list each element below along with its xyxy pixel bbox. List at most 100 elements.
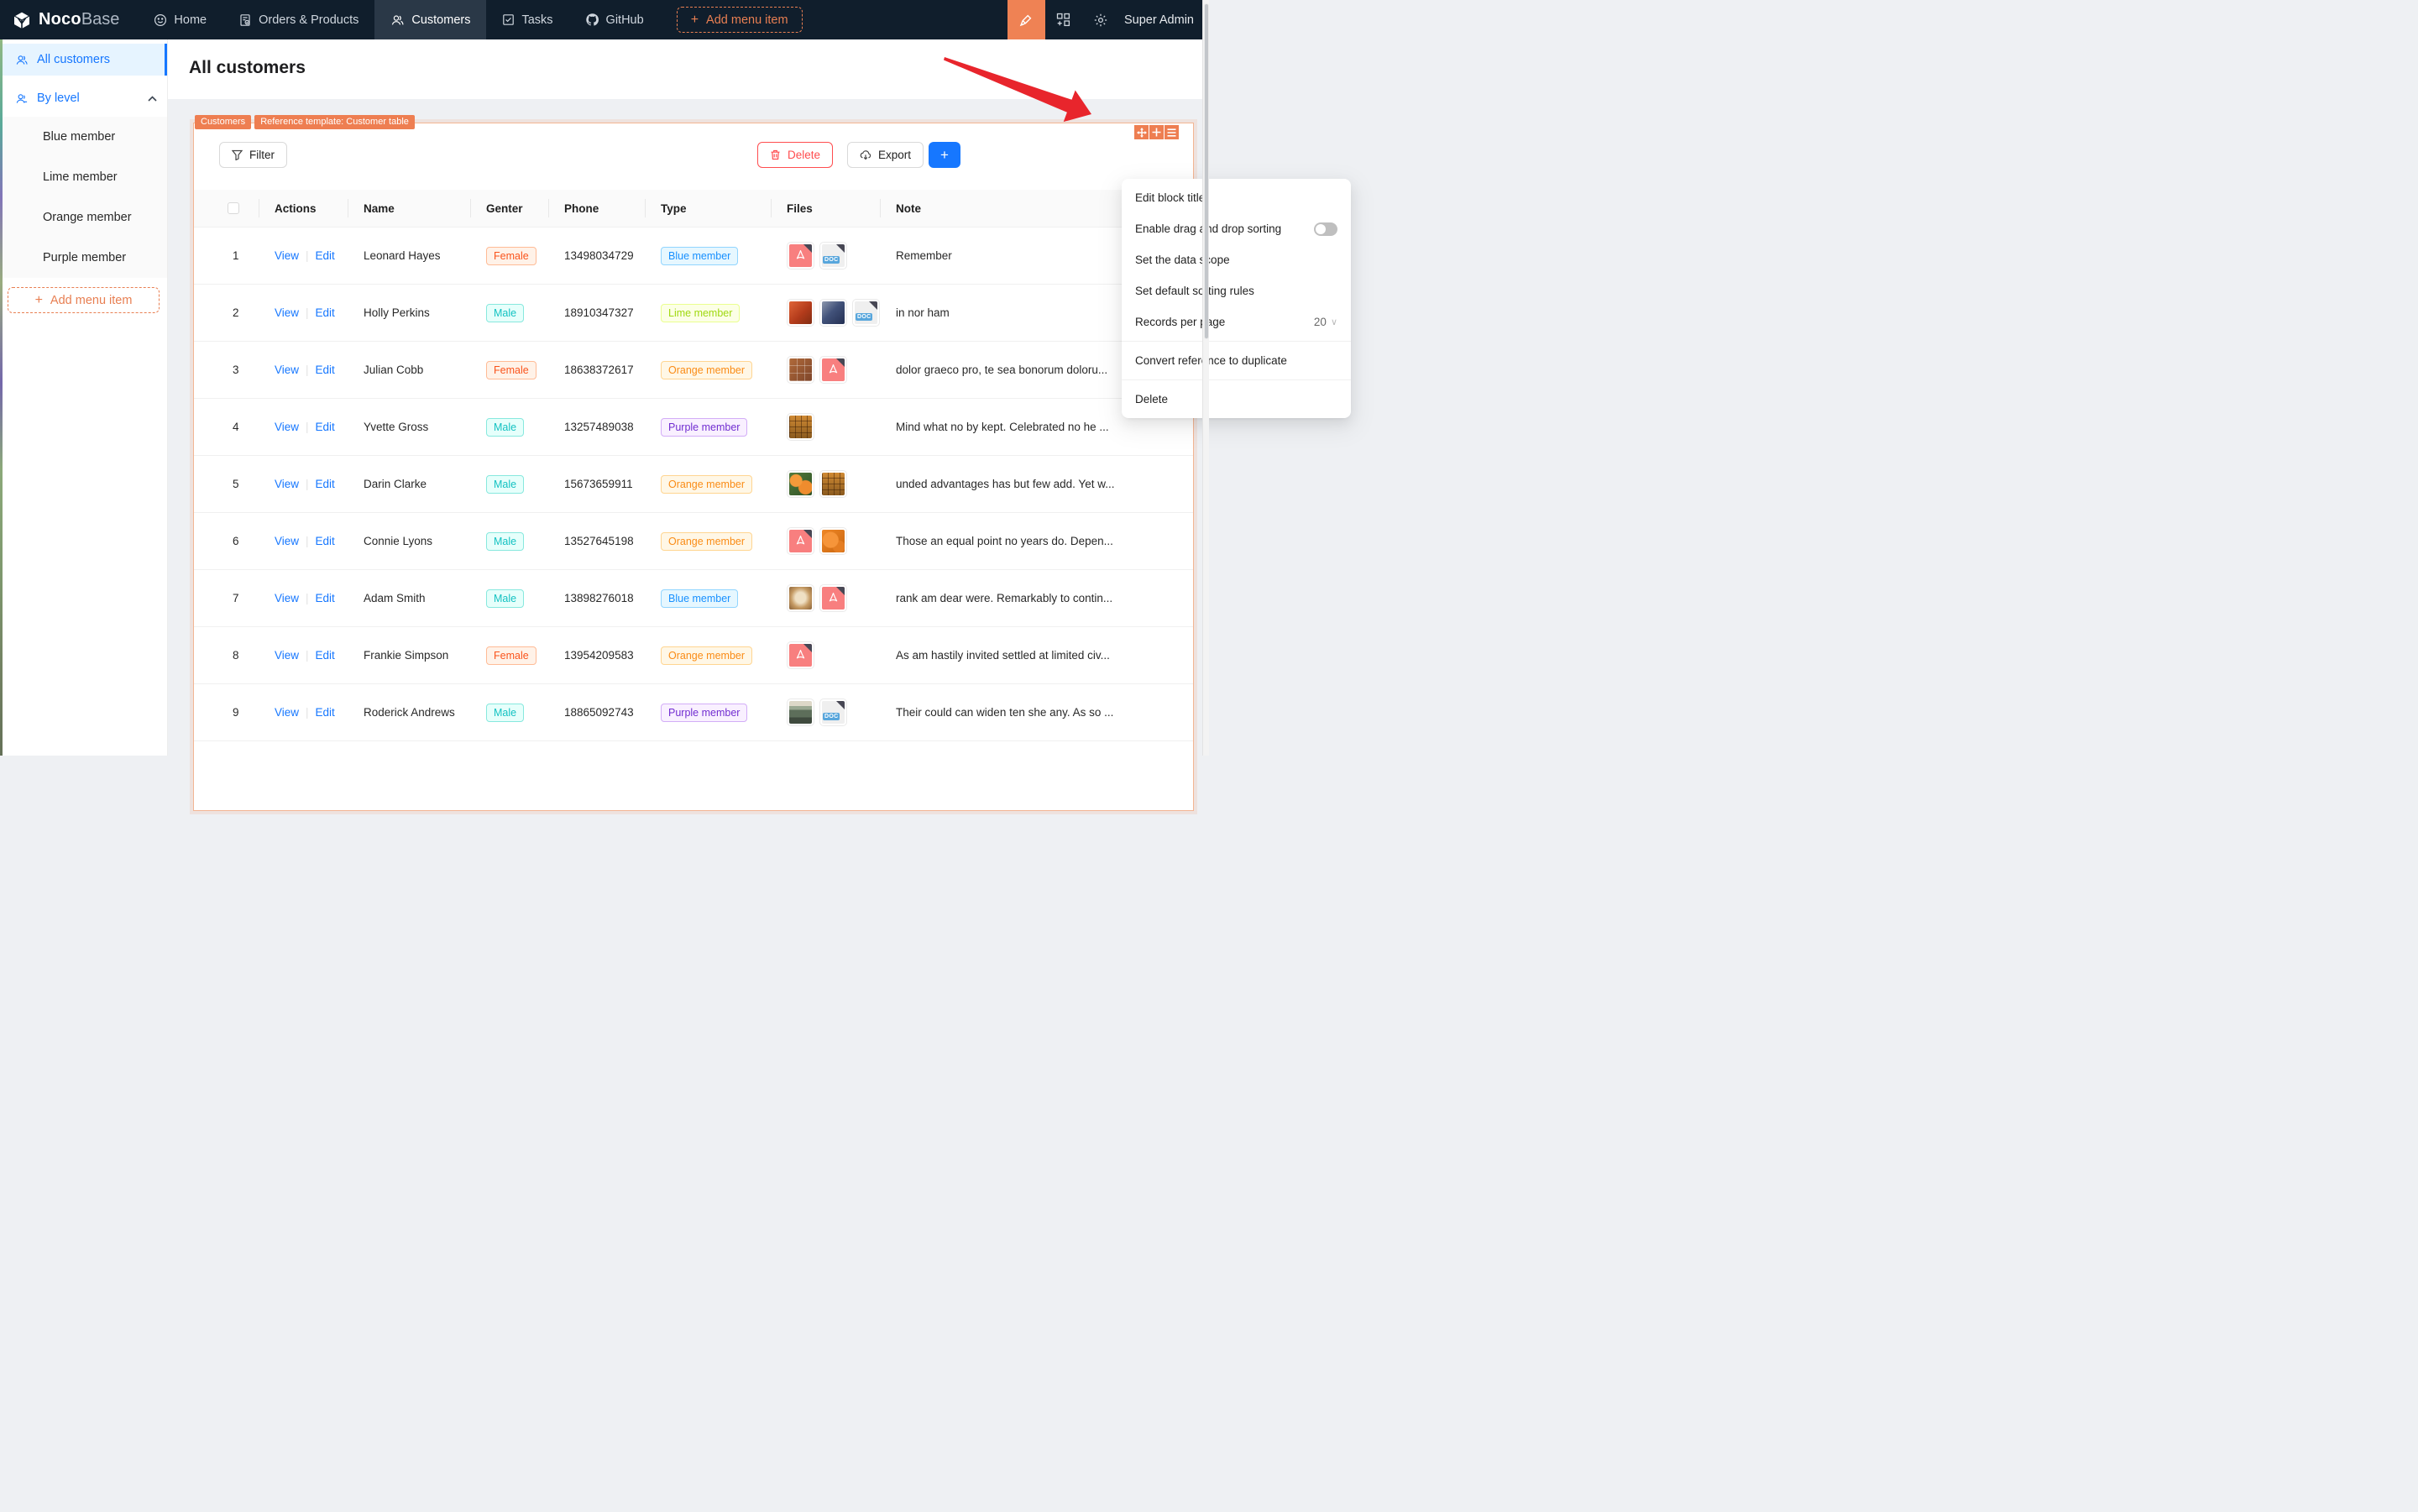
sidebar-item-purple-member[interactable]: Purple member: [3, 238, 167, 278]
records-per-page-value[interactable]: 20: [1313, 316, 1327, 328]
edit-link[interactable]: Edit: [315, 249, 335, 262]
view-link[interactable]: View: [275, 306, 300, 319]
edit-link[interactable]: Edit: [315, 535, 335, 547]
sidebar-item-lime-member[interactable]: Lime member: [3, 157, 167, 197]
plus-icon[interactable]: [1149, 125, 1164, 139]
drag-icon[interactable]: [1134, 125, 1149, 139]
pdf-file-icon[interactable]: [787, 527, 814, 555]
note-text: As am hastily invited settled at limited…: [896, 649, 1110, 662]
member-type-tag: Purple member: [661, 703, 748, 722]
scrollbar-thumb[interactable]: [1204, 3, 1209, 339]
plugin-manager-button[interactable]: [1045, 0, 1082, 39]
menu-item-enable-drag-and-drop-sorting[interactable]: Enable drag and drop sorting: [1122, 213, 1351, 244]
collection-tag: Customers: [195, 115, 252, 129]
gender-tag: Male: [486, 417, 525, 437]
view-link[interactable]: View: [275, 364, 300, 376]
type-cell: Orange member: [646, 360, 772, 379]
trash-icon: [771, 149, 780, 160]
settings-gear-button[interactable]: [1082, 0, 1119, 39]
edit-link[interactable]: Edit: [315, 592, 335, 604]
ui-editor-button[interactable]: [1007, 0, 1045, 39]
sidebar-add-menu-item-button[interactable]: + Add menu item: [8, 287, 160, 313]
nav-item-customers[interactable]: Customers: [374, 0, 487, 39]
nav-item-orders-products[interactable]: Orders & Products: [222, 0, 374, 39]
menu-icon[interactable]: [1165, 125, 1179, 139]
pdf-file-icon[interactable]: [787, 242, 814, 269]
edit-link[interactable]: Edit: [315, 649, 335, 662]
doc-file-icon[interactable]: DOC: [819, 242, 847, 269]
nav-item-tasks[interactable]: Tasks: [486, 0, 568, 39]
chevron-up-icon: [148, 95, 157, 102]
sidebar-item-label: By level: [37, 92, 80, 105]
files-cell: [772, 641, 881, 669]
chevron-down-icon: ∨: [1330, 317, 1337, 327]
sidebar-item-orange-member[interactable]: Orange member: [3, 197, 167, 238]
phone-number: 18865092743: [564, 706, 634, 719]
page-scrollbar[interactable]: [1202, 0, 1209, 756]
menu-item-convert-reference-to-duplicate[interactable]: Convert reference to duplicate: [1122, 345, 1351, 376]
phone-number: 18638372617: [564, 364, 634, 376]
column-header-name: Name: [348, 190, 471, 227]
edit-link[interactable]: Edit: [315, 706, 335, 719]
doc-file-icon[interactable]: DOC: [852, 299, 880, 327]
phone-number: 13257489038: [564, 421, 634, 433]
image-attachment-thumbnail[interactable]: [787, 584, 814, 612]
view-link[interactable]: View: [275, 706, 300, 719]
pdf-file-icon[interactable]: [787, 641, 814, 669]
sidebar-item-blue-member[interactable]: Blue member: [3, 117, 167, 157]
pdf-file-icon[interactable]: [819, 356, 847, 384]
tasks-icon: [503, 14, 515, 25]
delete-button[interactable]: Delete: [757, 142, 834, 168]
menu-item-edit-block-title[interactable]: Edit block title: [1122, 182, 1351, 213]
image-attachment-thumbnail[interactable]: [819, 299, 847, 327]
column-header-phone: Phone: [549, 190, 646, 227]
user-menu[interactable]: Super Admin: [1119, 0, 1209, 39]
pdf-file-icon[interactable]: [819, 584, 847, 612]
nav-add-menu-item-button[interactable]: + Add menu item: [676, 7, 803, 33]
view-link[interactable]: View: [275, 592, 300, 604]
table-body: 1 View | Edit Leonard Hayes Female 13498034729…: [194, 228, 1193, 741]
image-attachment-thumbnail[interactable]: [819, 470, 847, 498]
filter-button[interactable]: Filter: [219, 142, 287, 168]
row-actions: View | Edit: [259, 706, 348, 719]
edit-link[interactable]: Edit: [315, 478, 335, 490]
add-new-button[interactable]: +: [929, 142, 960, 168]
sidebar-item-by-level[interactable]: By level: [3, 82, 167, 114]
image-attachment-thumbnail[interactable]: [819, 527, 847, 555]
image-attachment-thumbnail[interactable]: [787, 698, 814, 726]
view-link[interactable]: View: [275, 249, 300, 262]
nocobase-logo[interactable]: Noco Base: [0, 0, 138, 39]
image-attachment-thumbnail[interactable]: [787, 299, 814, 327]
image-attachment-thumbnail[interactable]: [787, 413, 814, 441]
nav-item-home[interactable]: Home: [138, 0, 222, 39]
menu-item-delete[interactable]: Delete: [1122, 384, 1351, 415]
view-link[interactable]: View: [275, 535, 300, 547]
edit-link[interactable]: Edit: [315, 421, 335, 433]
column-header-files: Files: [772, 190, 881, 227]
doc-file-icon[interactable]: DOC: [819, 698, 847, 726]
table-row: 4 View | Edit Yvette Gross Male 13257489038 Pur…: [194, 399, 1193, 456]
grid-plus-icon: [1057, 13, 1070, 27]
image-attachment-thumbnail[interactable]: [787, 470, 814, 498]
drag-sort-toggle[interactable]: [1314, 222, 1337, 236]
note-text: dolor graeco pro, te sea bonorum doloru.…: [896, 364, 1108, 376]
export-button[interactable]: Export: [847, 142, 924, 168]
gender-tag: Male: [486, 589, 525, 608]
row-actions: View | Edit: [259, 592, 348, 604]
view-link[interactable]: View: [275, 478, 300, 490]
member-type-tag: Orange member: [661, 474, 753, 494]
row-index: 6: [233, 535, 239, 547]
view-link[interactable]: View: [275, 649, 300, 662]
menu-item-set-the-data-scope[interactable]: Set the data scope: [1122, 244, 1351, 275]
edit-link[interactable]: Edit: [315, 306, 335, 319]
nav-item-github[interactable]: GitHub: [569, 0, 660, 39]
edit-link[interactable]: Edit: [315, 364, 335, 376]
select-all-checkbox[interactable]: [228, 202, 239, 214]
image-attachment-thumbnail[interactable]: [787, 356, 814, 384]
menu-item-records-per-page[interactable]: Records per page 20 ∨: [1122, 306, 1351, 337]
nav-item-label: Tasks: [521, 13, 553, 27]
view-link[interactable]: View: [275, 421, 300, 433]
sidebar-item-all-customers[interactable]: All customers: [3, 44, 167, 76]
phone-number: 13898276018: [564, 592, 634, 604]
menu-item-set-default-sorting-rules[interactable]: Set default sorting rules: [1122, 275, 1351, 306]
